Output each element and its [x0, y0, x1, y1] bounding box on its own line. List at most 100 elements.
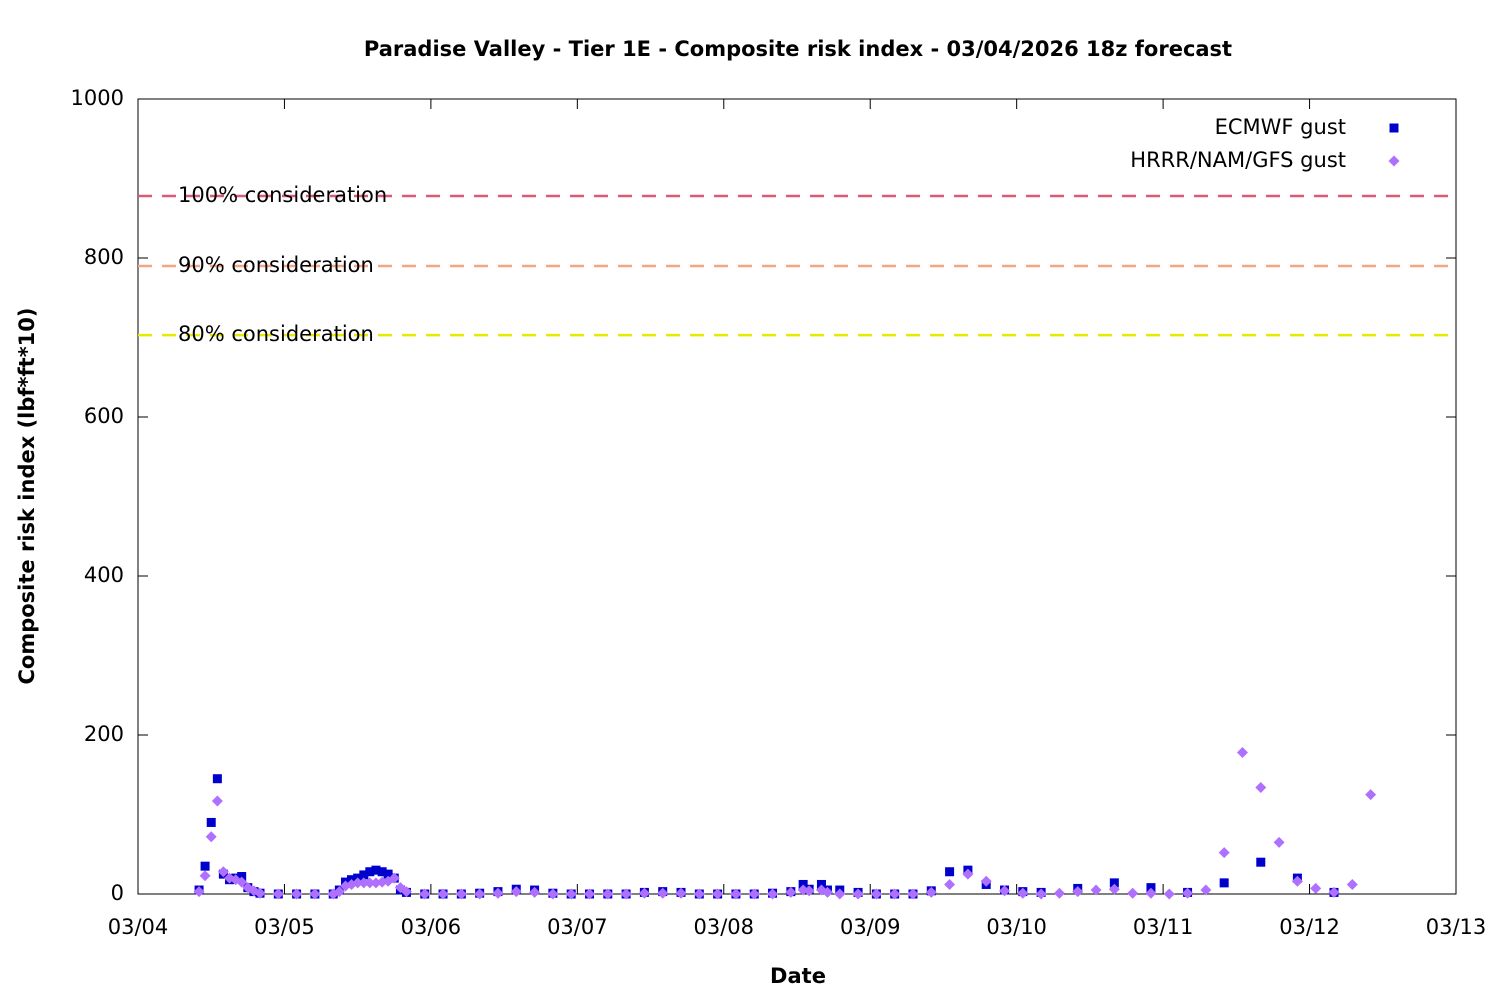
y-tick-label: 0 [111, 881, 124, 905]
y-tick-label: 1000 [71, 86, 124, 110]
data-point [889, 888, 901, 900]
x-axis-label: Date [770, 964, 826, 988]
data-point [1310, 882, 1322, 894]
data-point [236, 876, 248, 888]
x-tick-label: 03/06 [401, 915, 462, 939]
data-point [333, 886, 345, 898]
data-point [1127, 887, 1139, 899]
data-point [945, 867, 955, 877]
data-point [767, 888, 779, 900]
x-tick-label: 03/07 [547, 915, 608, 939]
data-point [675, 887, 687, 899]
data-point [852, 888, 864, 900]
y-tick-label: 200 [84, 722, 124, 746]
data-point [400, 886, 412, 898]
data-point [455, 888, 467, 900]
data-point [492, 887, 504, 899]
x-tick-label: 03/11 [1133, 915, 1194, 939]
data-point [211, 795, 223, 807]
data-point [565, 888, 577, 900]
data-point [1291, 875, 1303, 887]
x-tick-label: 03/12 [1279, 915, 1340, 939]
legend-marker [1388, 155, 1400, 167]
data-point [821, 886, 833, 898]
data-point [309, 888, 321, 900]
data-point [1108, 883, 1120, 895]
data-point [364, 877, 376, 889]
plot-border [137, 98, 1457, 895]
data-point [620, 888, 632, 900]
data-point [1182, 887, 1194, 899]
data-point [352, 877, 364, 889]
data-point [254, 887, 266, 899]
data-point [206, 817, 216, 827]
data-point [803, 885, 815, 897]
data-point [272, 888, 284, 900]
data-point [1053, 887, 1065, 899]
chart-title: Paradise Valley - Tier 1E - Composite ri… [364, 37, 1232, 61]
data-point [474, 888, 486, 900]
data-point [1200, 884, 1212, 896]
data-point [730, 888, 742, 900]
data-point [547, 888, 559, 900]
data-point [1328, 886, 1340, 898]
y-axis-label: Composite risk index (lbf*ft*10) [15, 307, 39, 684]
data-point [1090, 884, 1102, 896]
data-point [1255, 781, 1267, 793]
data-point [199, 870, 211, 882]
data-point [205, 831, 217, 843]
data-point [1273, 836, 1285, 848]
data-point [785, 886, 797, 898]
data-point [1109, 878, 1119, 888]
data-point [657, 887, 669, 899]
data-point [944, 878, 956, 890]
data-point [1145, 887, 1157, 899]
data-point [712, 888, 724, 900]
data-point [1146, 883, 1156, 893]
threshold-label: 100% consideration [178, 183, 387, 207]
x-tick-label: 03/13 [1426, 915, 1487, 939]
data-point [907, 888, 919, 900]
x-tick-label: 03/10 [986, 915, 1047, 939]
data-point [358, 877, 370, 889]
data-point [510, 886, 522, 898]
data-point [834, 888, 846, 900]
data-point [1365, 789, 1377, 801]
data-point [798, 879, 808, 889]
x-tick-label: 03/09 [840, 915, 901, 939]
data-point [200, 861, 210, 871]
data-point [237, 872, 247, 882]
data-point [1163, 888, 1175, 900]
data-point [1035, 888, 1047, 900]
data-point [359, 870, 369, 880]
data-point [371, 865, 381, 875]
data-point [212, 774, 222, 784]
legend-marker [1389, 123, 1399, 133]
data-point [925, 886, 937, 898]
data-point [693, 888, 705, 900]
data-point [437, 888, 449, 900]
data-point [377, 867, 387, 877]
data-point [1236, 746, 1248, 758]
data-point [193, 886, 205, 898]
data-point [999, 885, 1011, 897]
x-tick-label: 03/04 [108, 915, 169, 939]
data-point [962, 868, 974, 880]
data-point [1017, 887, 1029, 899]
x-tick-label: 03/08 [694, 915, 755, 939]
x-tick-label: 03/05 [254, 915, 315, 939]
data-point [529, 886, 541, 898]
data-point [870, 888, 882, 900]
data-point [816, 879, 826, 889]
legend-label: HRRR/NAM/GFS gust [1130, 148, 1346, 172]
data-point [1346, 878, 1358, 890]
data-point [602, 888, 614, 900]
data-point [291, 888, 303, 900]
data-point [748, 888, 760, 900]
legend-label: ECMWF gust [1215, 115, 1346, 139]
data-point [1072, 886, 1084, 898]
data-point [365, 867, 375, 877]
y-tick-label: 600 [84, 404, 124, 428]
data-point [388, 872, 400, 884]
